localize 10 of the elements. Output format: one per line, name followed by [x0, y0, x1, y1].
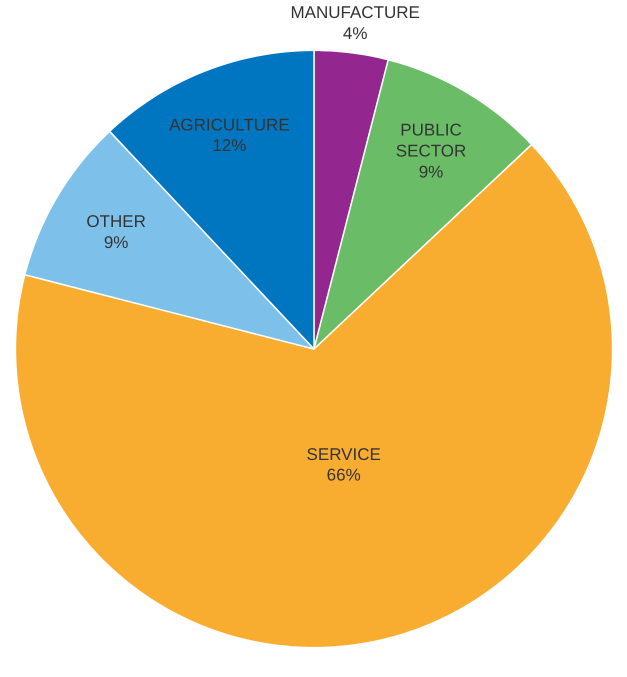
slice-label: MANUFACTURE	[290, 3, 420, 22]
slice-label: OTHER	[86, 212, 146, 231]
slice-label: PUBLIC SECTOR	[396, 120, 466, 161]
slice-label: AGRICULTURE	[169, 115, 290, 134]
data-label: 66%	[326, 466, 361, 485]
data-label: 12%	[212, 136, 246, 156]
data-label: 9%	[104, 232, 128, 252]
slice-label: SERVICE	[306, 444, 381, 464]
data-label: 4%	[342, 24, 368, 44]
data-label: 9%	[418, 162, 444, 182]
